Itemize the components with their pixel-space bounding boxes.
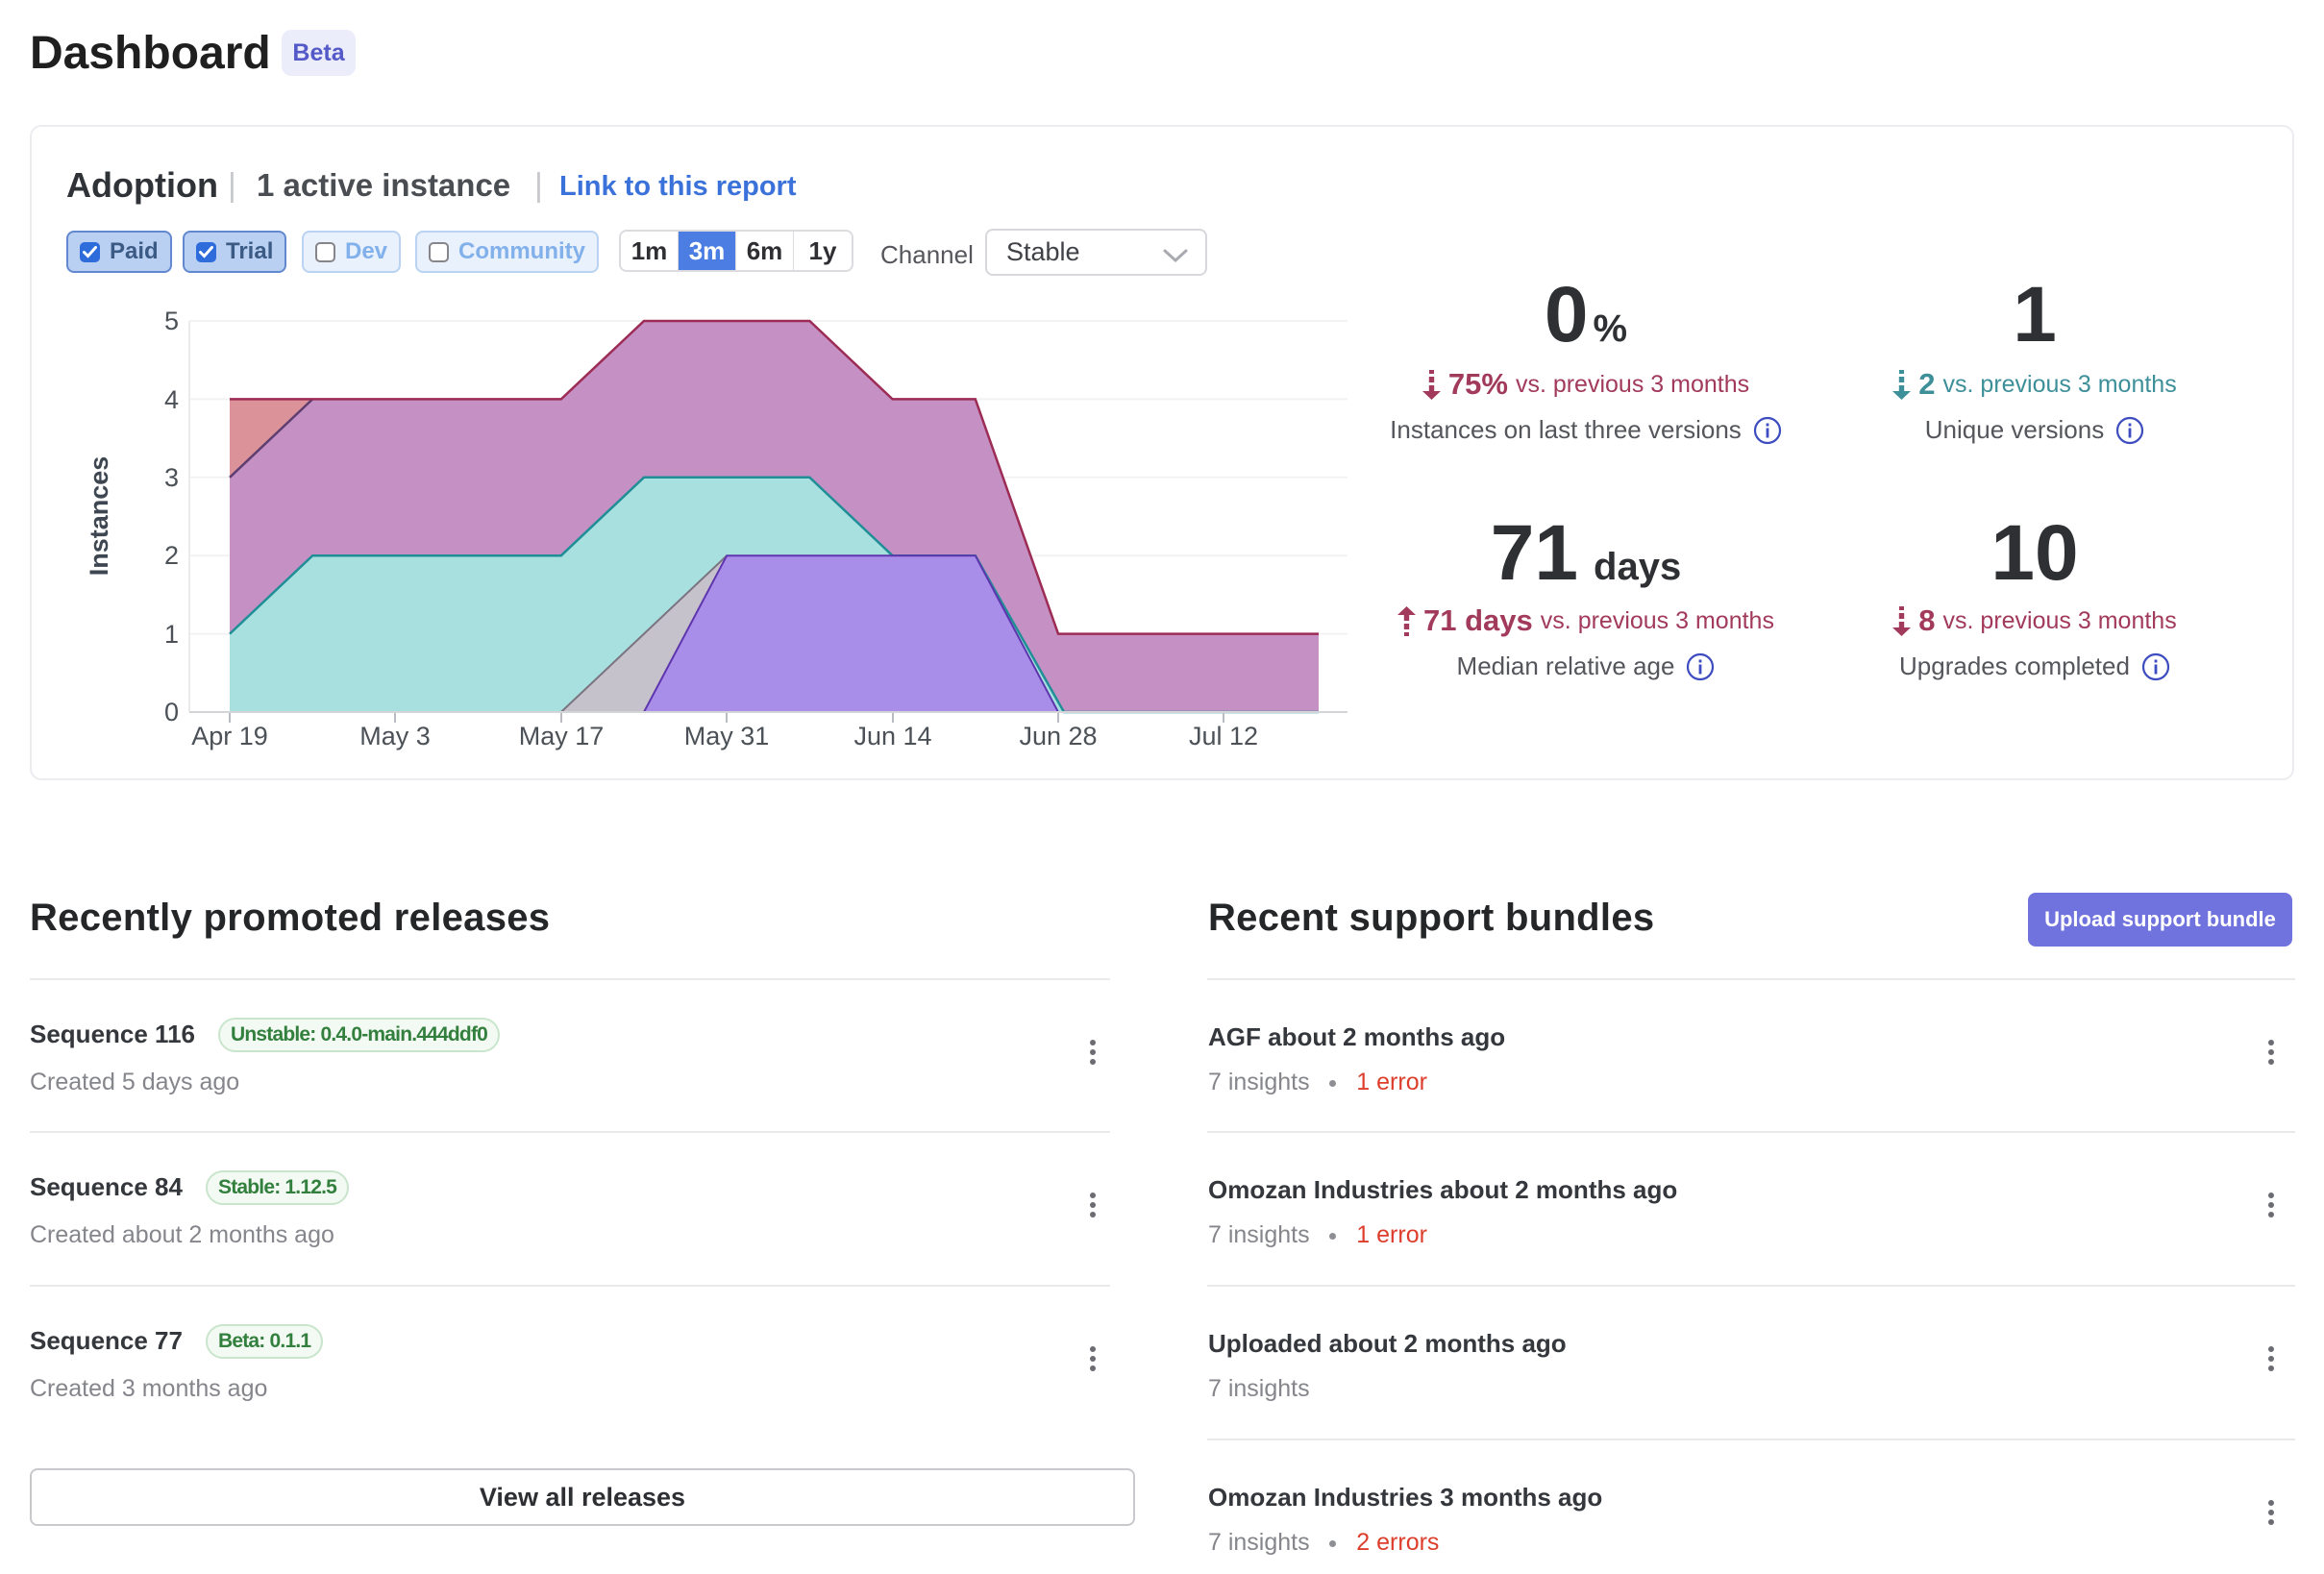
svg-text:3: 3 [164, 463, 179, 492]
svg-text:May 17: May 17 [519, 722, 605, 750]
svg-text:5: 5 [164, 307, 179, 335]
svg-text:Jun 28: Jun 28 [1019, 722, 1097, 750]
svg-text:2: 2 [164, 541, 179, 570]
svg-text:0: 0 [164, 698, 179, 726]
svg-text:Instances: Instances [85, 456, 113, 577]
svg-text:Jun 14: Jun 14 [853, 722, 931, 750]
svg-text:Apr 19: Apr 19 [191, 722, 268, 750]
svg-text:May 3: May 3 [359, 722, 431, 750]
svg-text:1: 1 [164, 620, 179, 649]
svg-text:Jul 12: Jul 12 [1189, 722, 1258, 750]
svg-text:May 31: May 31 [684, 722, 770, 750]
svg-text:4: 4 [164, 385, 179, 414]
